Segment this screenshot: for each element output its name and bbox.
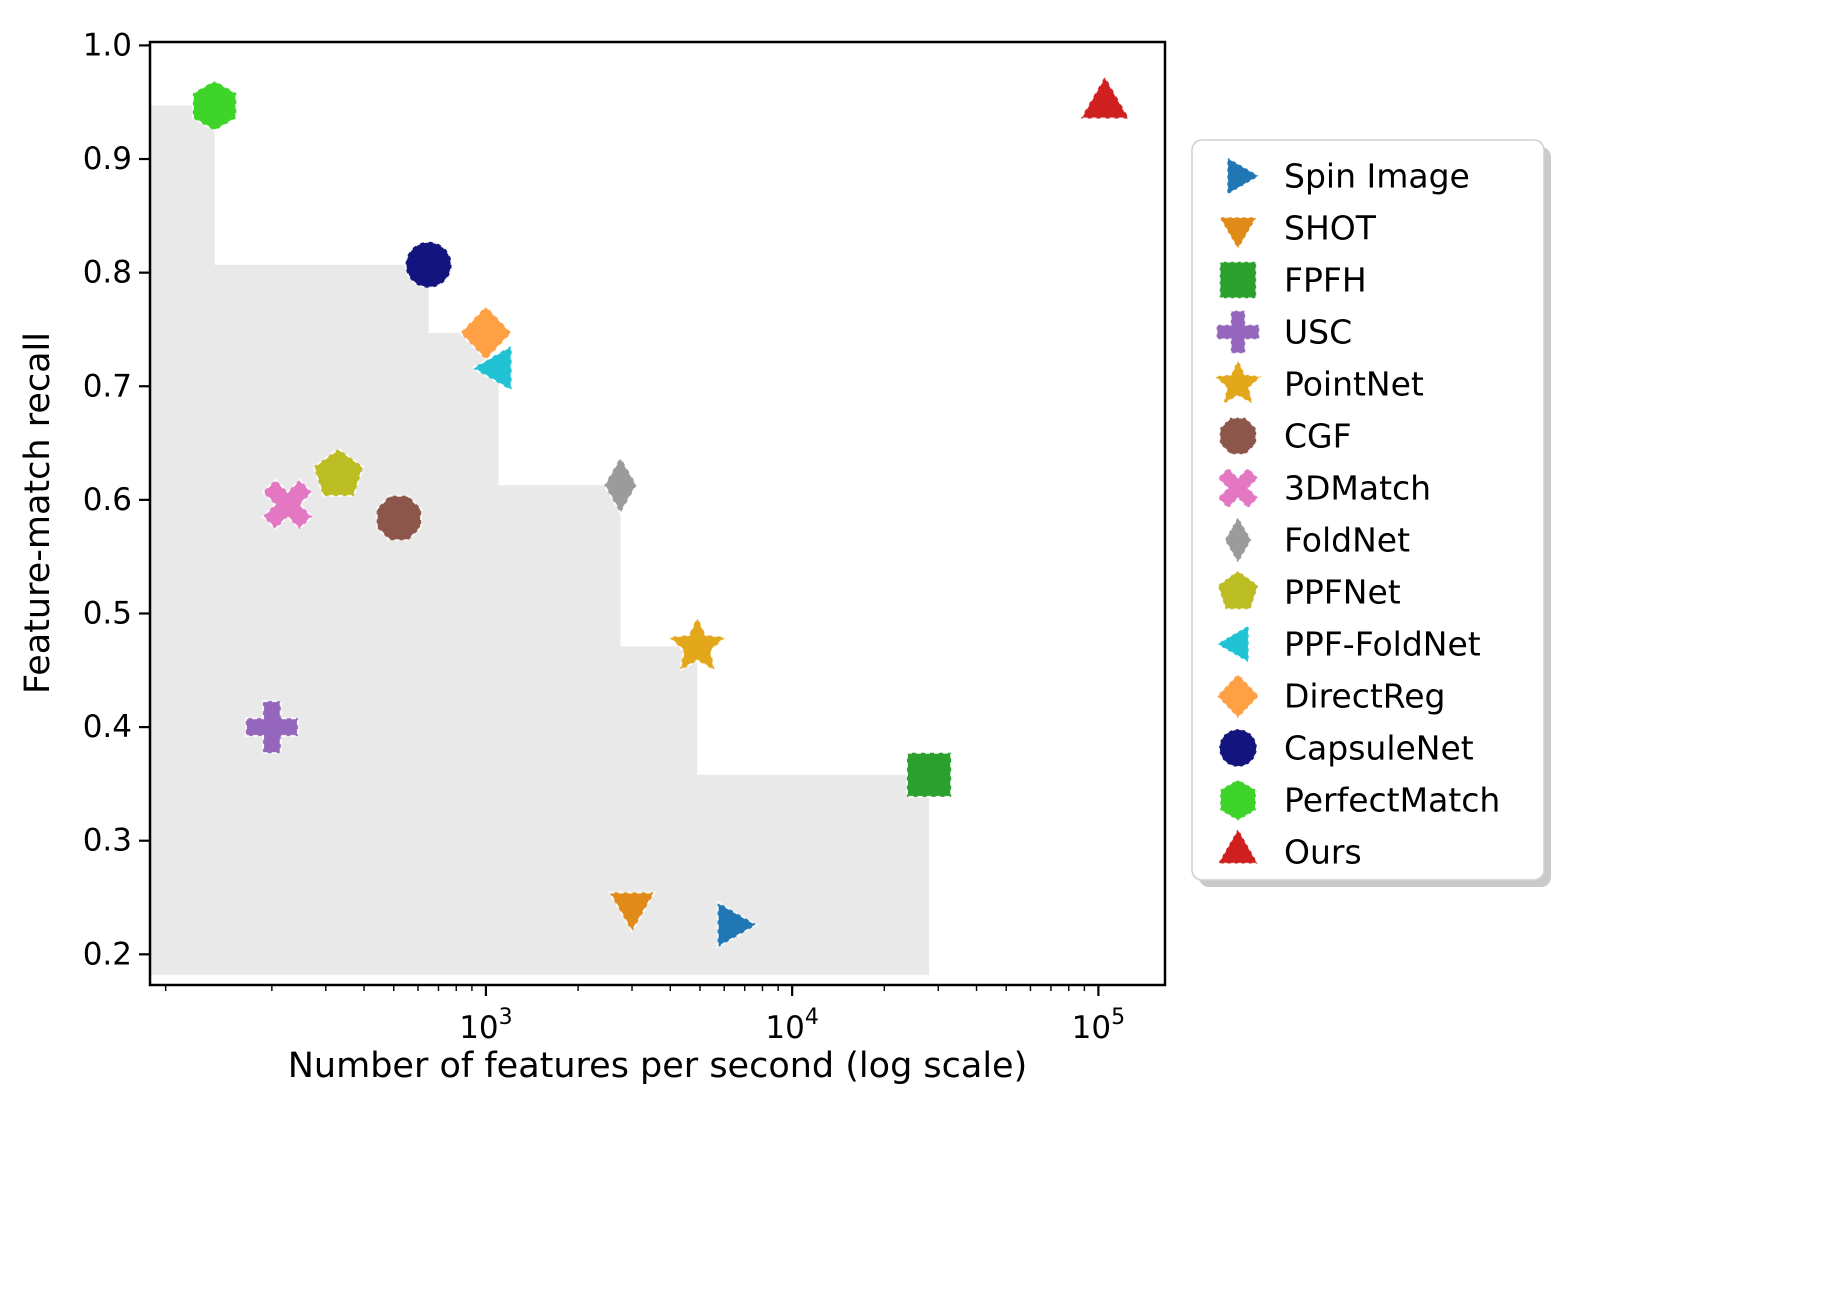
legend-item-3dmatch: 3DMatch [1216,466,1431,510]
capsulenet-legend-icon [1218,728,1258,768]
y-tick-label: 0.6 [83,482,132,518]
point-pointnet [666,613,729,673]
legend-item-label: USC [1284,313,1352,352]
shot-legend-icon [1218,216,1258,251]
legend-item-label: PointNet [1284,365,1424,404]
x-tick-label: 104 [765,1005,818,1046]
legend-item-spin-image: Spin Image [1226,156,1470,196]
legend-item-label: CGF [1284,417,1352,456]
y-tick-label: 0.2 [83,936,132,972]
legend-item-label: Ours [1284,833,1362,872]
y-tick-label: 1.0 [83,27,132,63]
points-layer [191,74,1131,950]
legend-item-label: Spin Image [1284,157,1470,196]
legend-item-label: FoldNet [1284,521,1410,560]
pareto-region [150,105,930,975]
legend: Spin Image SHOT FPFH USC PointNet CGF 3DMatch F… [1191,139,1551,887]
spin-image-legend-icon [1226,156,1261,196]
perfectmatch-legend-icon [1219,778,1257,822]
legend-item-label: CapsuleNet [1284,729,1474,768]
legend-item-perfectmatch: PerfectMatch [1219,778,1500,822]
3dmatch-legend-icon [1216,466,1260,510]
point-ppfnet [312,447,365,497]
y-tick-label: 0.7 [83,368,132,404]
x-tick-label: 103 [459,1005,512,1046]
legend-item-usc: USC [1215,309,1352,355]
legend-item-label: 3DMatch [1284,469,1431,508]
point-usc [244,700,299,755]
pointnet-legend-icon [1212,357,1264,406]
ppf-foldnet-legend-icon [1215,624,1250,664]
usc-legend-icon [1215,309,1261,355]
y-tick-label: 0.8 [83,255,132,291]
plot-border [148,40,1167,987]
cgf-legend-icon [1219,417,1257,455]
point-cgf [375,494,423,542]
x-tick-label: 105 [1072,1005,1125,1046]
ours-legend-icon [1216,827,1260,865]
legend-item-directreg: DirectReg [1215,672,1446,720]
point-3dmatch [261,478,314,531]
legend-item-label: FPFH [1284,261,1367,300]
legend-item-ours: Ours [1216,827,1362,872]
axes-layer: 0.2 0.3 0.4 0.5 0.6 0.7 0.8 0.9 1.0 103 104 105 [83,27,1167,1046]
point-foldnet [603,455,638,516]
y-tick-label: 0.5 [83,595,132,631]
legend-item-pointnet: PointNet [1212,357,1424,406]
point-fpfh [905,751,953,798]
legend-item-label: DirectReg [1284,677,1446,716]
y-axis-label: Feature-match recall [18,332,58,694]
point-shot [607,891,657,934]
fpfh-legend-icon [1219,261,1257,299]
y-tick-label: 0.9 [83,141,132,177]
point-ppf-foldnet [470,343,513,393]
legend-item-label: PerfectMatch [1284,781,1500,820]
legend-item-ppfnet: PPFNet [1216,569,1401,612]
legend-item-fpfh: FPFH [1219,261,1367,300]
legend-item-cgf: CGF [1219,417,1352,456]
y-tick-label: 0.3 [83,823,132,859]
legend-item-label: SHOT [1284,209,1377,248]
y-tick-label: 0.4 [83,709,132,745]
legend-item-capsulenet: CapsuleNet [1218,728,1474,768]
legend-item-ppf-foldnet: PPF-FoldNet [1215,624,1481,664]
legend-item-label: PPFNet [1284,573,1401,612]
pareto-region-layer [150,105,930,975]
point-ours [1078,74,1131,120]
ppfnet-legend-icon [1216,569,1260,610]
point-spin-image [716,900,759,950]
point-capsulenet [404,240,453,289]
legend-item-label: PPF-FoldNet [1284,625,1481,664]
legend-box [1191,139,1545,881]
point-perfectmatch [191,79,238,132]
x-axis-label: Number of features per second (log scale… [287,1046,1028,1086]
directreg-legend-icon [1215,672,1261,720]
legend-item-shot: SHOT [1218,209,1377,251]
point-directreg [458,304,513,362]
